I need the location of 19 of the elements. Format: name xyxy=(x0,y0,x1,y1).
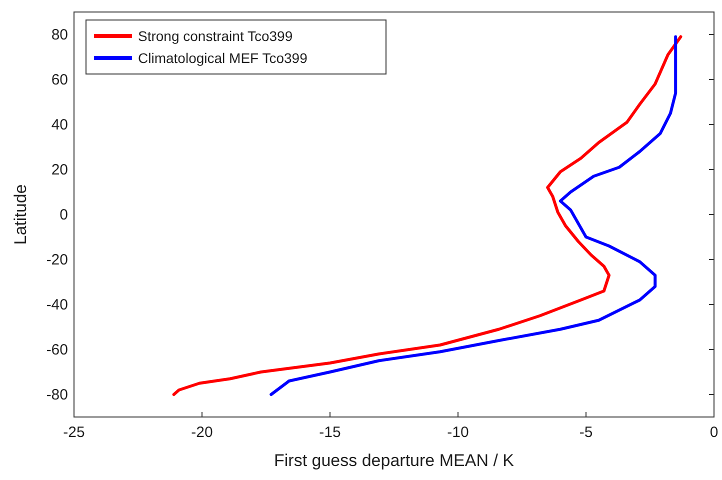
x-tick-label: -5 xyxy=(579,424,593,441)
y-tick-label: -80 xyxy=(46,386,68,404)
legend-label: Strong constraint Tco399 xyxy=(138,28,293,44)
x-tick-label: -25 xyxy=(63,424,85,441)
y-tick-label: -40 xyxy=(46,296,68,314)
y-axis-title: Latitude xyxy=(11,184,30,245)
y-tick-label: -60 xyxy=(46,342,68,358)
y-tick-label: 80 xyxy=(51,26,68,44)
y-tick-label: -20 xyxy=(46,252,68,268)
y-tick-label: 20 xyxy=(51,162,68,178)
y-tick-label: 0 xyxy=(60,206,68,224)
y-tick-label: 40 xyxy=(51,116,68,134)
x-tick-label: -20 xyxy=(191,424,213,441)
legend-label: Climatological MEF Tco399 xyxy=(138,50,308,66)
y-tick-label: 60 xyxy=(51,72,68,88)
x-axis-title: First guess departure MEAN / K xyxy=(274,451,515,470)
x-tick-label: -15 xyxy=(319,424,341,441)
x-tick-label: -10 xyxy=(447,424,469,441)
x-tick-label: 0 xyxy=(710,424,718,441)
